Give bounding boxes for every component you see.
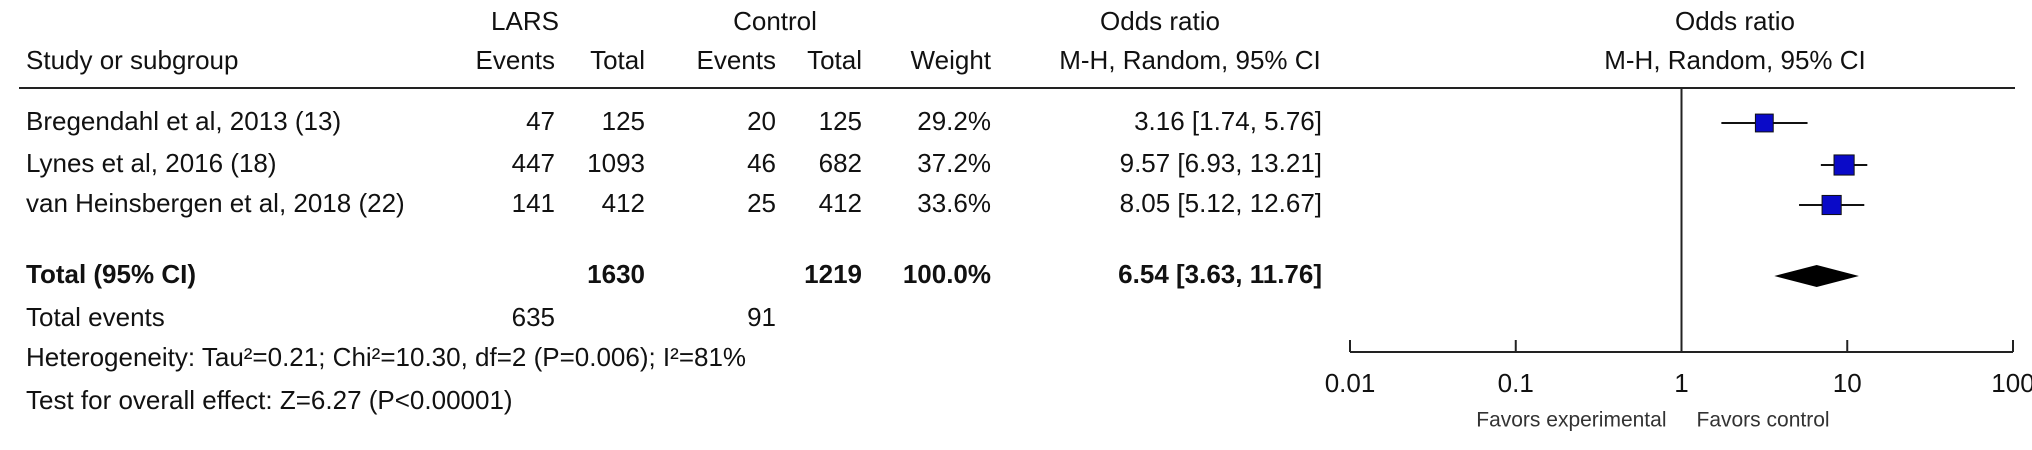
text: Test for overall effect: Z=6.27 (P<0.000…: [26, 385, 513, 415]
text: 6.54 [3.63, 11.76]: [1118, 259, 1322, 289]
text: 91: [747, 302, 776, 332]
text: 1093: [587, 148, 645, 178]
text: 9.57 [6.93, 13.21]: [1120, 148, 1322, 178]
text: Odds ratio: [1100, 6, 1220, 36]
text: 47: [526, 106, 555, 136]
text: Odds ratio: [1675, 6, 1795, 36]
text: Total events: [26, 302, 165, 332]
text: 100: [1991, 368, 2032, 398]
text: 10: [1833, 368, 1862, 398]
text: Bregendahl et al, 2013 (13): [26, 106, 341, 136]
text: 33.6%: [917, 188, 991, 218]
text: Events: [476, 45, 556, 75]
text: 412: [602, 188, 645, 218]
text: Control: [733, 6, 817, 36]
text: 37.2%: [917, 148, 991, 178]
text: 635: [512, 302, 555, 332]
text: 141: [512, 188, 555, 218]
text: Lynes et al, 2016 (18): [26, 148, 277, 178]
text: Total: [590, 45, 645, 75]
text: van Heinsbergen et al, 2018 (22): [26, 188, 405, 218]
text: M-H, Random, 95% CI: [1059, 45, 1321, 75]
text: 46: [747, 148, 776, 178]
text: 0.01: [1325, 368, 1376, 398]
text: Favors experimental: [1476, 409, 1666, 432]
text: 29.2%: [917, 106, 991, 136]
text: 1: [1674, 368, 1688, 398]
text: Heterogeneity: Tau²=0.21; Chi²=10.30, df…: [26, 342, 746, 372]
text: 125: [602, 106, 645, 136]
study-square: [1821, 194, 1842, 216]
text: 447: [512, 148, 555, 178]
text: Study or subgroup: [26, 45, 238, 75]
text: LARS: [491, 6, 559, 36]
text: Weight: [911, 45, 992, 75]
text: Favors control: [1697, 409, 1830, 432]
text: 682: [819, 148, 862, 178]
text: 8.05 [5.12, 12.67]: [1120, 188, 1322, 218]
study-square: [1754, 113, 1774, 133]
text: 1219: [804, 259, 862, 289]
study-square: [1833, 154, 1855, 176]
text: 125: [819, 106, 862, 136]
text: 1630: [587, 259, 645, 289]
text: Total (95% CI): [26, 259, 196, 289]
text: 3.16 [1.74, 5.76]: [1134, 106, 1322, 136]
text: Total: [807, 45, 862, 75]
text: 100.0%: [903, 259, 991, 289]
text: Events: [697, 45, 777, 75]
text: 25: [747, 188, 776, 218]
text: M-H, Random, 95% CI: [1604, 45, 1866, 75]
text: 412: [819, 188, 862, 218]
total-diamond: [1774, 265, 1859, 287]
text: 20: [747, 106, 776, 136]
text: 0.1: [1498, 368, 1534, 398]
